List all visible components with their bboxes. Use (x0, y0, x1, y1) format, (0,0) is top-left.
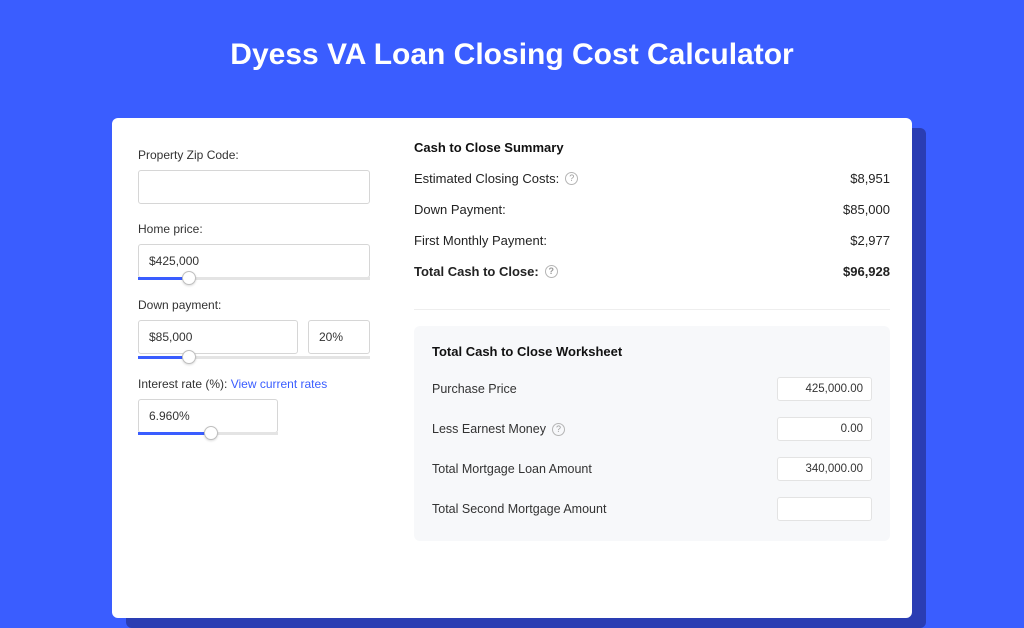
interest-label: Interest rate (%): View current rates (138, 377, 370, 391)
summary-row-label-text: Down Payment: (414, 202, 506, 217)
home-price-input[interactable] (138, 244, 370, 278)
help-icon[interactable]: ? (552, 423, 565, 436)
summary-row: First Monthly Payment: $2,977 (414, 233, 890, 248)
worksheet-row-value[interactable] (777, 497, 872, 521)
summary-row-label-text: Estimated Closing Costs: (414, 171, 559, 186)
home-price-field-group: Home price: (138, 222, 370, 280)
home-price-slider-wrap (138, 244, 370, 280)
worksheet-row-label: Less Earnest Money? (432, 422, 565, 436)
down-payment-slider[interactable] (138, 356, 370, 359)
worksheet-row: Total Mortgage Loan Amount (432, 457, 872, 481)
summary-row-label-text: First Monthly Payment: (414, 233, 547, 248)
down-payment-row (138, 320, 370, 354)
interest-slider-thumb[interactable] (204, 426, 218, 440)
interest-label-text: Interest rate (%): (138, 377, 231, 391)
down-payment-field-group: Down payment: (138, 298, 370, 359)
worksheet-row: Total Second Mortgage Amount (432, 497, 872, 521)
summary-row-value: $2,977 (850, 233, 890, 248)
summary-row-label: Down Payment: (414, 202, 506, 217)
worksheet-row-label-text: Less Earnest Money (432, 422, 546, 436)
down-payment-percent-input[interactable] (308, 320, 370, 354)
worksheet-row-value[interactable] (777, 417, 872, 441)
summary-row-value: $96,928 (843, 264, 890, 279)
interest-slider-wrap (138, 399, 278, 435)
worksheet-row-value[interactable] (777, 457, 872, 481)
summary-section: Cash to Close Summary Estimated Closing … (414, 140, 890, 310)
zip-input[interactable] (138, 170, 370, 204)
view-rates-link[interactable]: View current rates (231, 377, 328, 391)
worksheet-row: Purchase Price (432, 377, 872, 401)
down-payment-label: Down payment: (138, 298, 370, 312)
interest-slider[interactable] (138, 432, 278, 435)
worksheet-row-label-text: Total Mortgage Loan Amount (432, 462, 592, 476)
summary-row-label: Total Cash to Close:? (414, 264, 558, 279)
summary-row: Total Cash to Close:? $96,928 (414, 264, 890, 279)
interest-slider-fill (138, 432, 211, 435)
worksheet-row-label-text: Purchase Price (432, 382, 517, 396)
summary-row-value: $85,000 (843, 202, 890, 217)
summary-row-value: $8,951 (850, 171, 890, 186)
worksheet-row-value[interactable] (777, 377, 872, 401)
worksheet-section: Total Cash to Close Worksheet Purchase P… (414, 326, 890, 541)
zip-label: Property Zip Code: (138, 148, 370, 162)
inputs-panel: Property Zip Code: Home price: Down paym… (112, 118, 392, 618)
zip-field-group: Property Zip Code: (138, 148, 370, 204)
home-price-slider-thumb[interactable] (182, 271, 196, 285)
page-title: Dyess VA Loan Closing Cost Calculator (0, 0, 1024, 100)
worksheet-row-label: Purchase Price (432, 382, 517, 396)
worksheet-row-label-text: Total Second Mortgage Amount (432, 502, 606, 516)
down-payment-slider-thumb[interactable] (182, 350, 196, 364)
summary-row: Estimated Closing Costs:? $8,951 (414, 171, 890, 186)
help-icon[interactable]: ? (565, 172, 578, 185)
calculator-card: Property Zip Code: Home price: Down paym… (112, 118, 912, 618)
worksheet-row: Less Earnest Money? (432, 417, 872, 441)
worksheet-title: Total Cash to Close Worksheet (432, 344, 872, 359)
summary-row-label: Estimated Closing Costs:? (414, 171, 578, 186)
results-panel: Cash to Close Summary Estimated Closing … (392, 118, 912, 618)
summary-row: Down Payment: $85,000 (414, 202, 890, 217)
worksheet-row-label: Total Mortgage Loan Amount (432, 462, 592, 476)
down-payment-input[interactable] (138, 320, 298, 354)
summary-row-label: First Monthly Payment: (414, 233, 547, 248)
summary-row-label-text: Total Cash to Close: (414, 264, 539, 279)
summary-title: Cash to Close Summary (414, 140, 890, 155)
interest-field-group: Interest rate (%): View current rates (138, 377, 370, 435)
help-icon[interactable]: ? (545, 265, 558, 278)
worksheet-row-label: Total Second Mortgage Amount (432, 502, 606, 516)
home-price-label: Home price: (138, 222, 370, 236)
home-price-slider[interactable] (138, 277, 370, 280)
